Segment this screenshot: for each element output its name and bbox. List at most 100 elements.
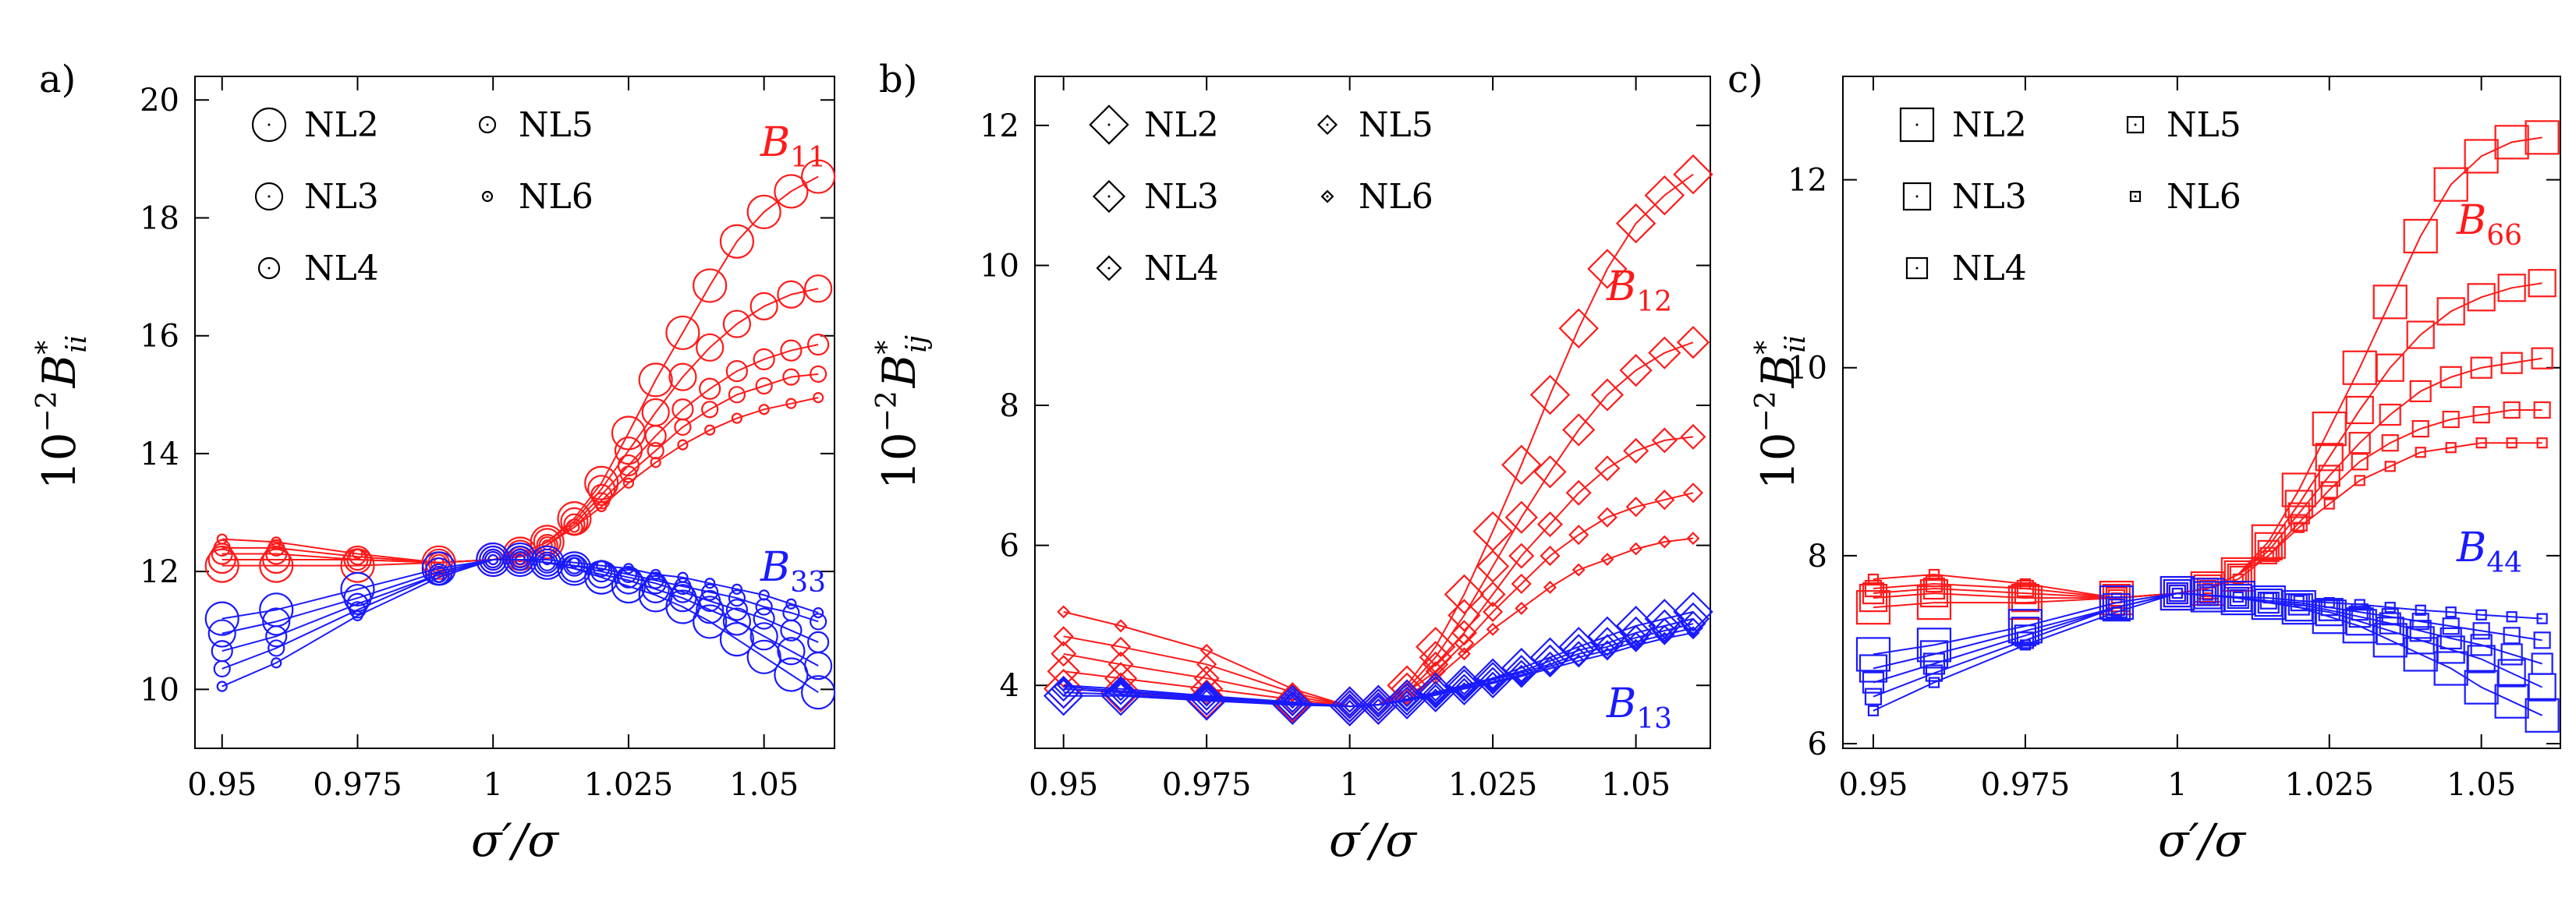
data-point [596,560,608,571]
data-point [2442,410,2460,429]
data-point [1657,631,1671,645]
y-tick-label: 6 [1000,529,1019,564]
data-point [2320,481,2338,499]
x-tick-label: 1.05 [2447,767,2516,803]
data-point [1457,682,1471,696]
data-point [259,548,294,583]
data-point [619,465,638,483]
data-point [1447,599,1481,632]
legend-label: NL4 [304,249,379,288]
data-point [810,613,827,631]
data-point [780,339,803,362]
data-point [731,412,743,424]
data-point [2528,269,2557,298]
series-b33-nl4 [211,548,830,663]
data-point [1565,479,1592,506]
y-label-sup: * [871,341,903,355]
data-point [813,391,824,404]
data-point [2345,607,2374,636]
annotation-base: B [760,119,790,166]
y-label-sup: * [31,341,63,355]
data-point [2440,627,2462,650]
data-point [1568,525,1589,546]
series-line [1063,617,1694,708]
legend-marker-dot [2134,123,2137,126]
data-point [1928,568,1940,581]
data-point [2171,587,2183,599]
plot-frame [1842,76,2561,749]
legend-marker [2129,190,2142,203]
data-point [1648,609,1681,642]
data-point [1590,378,1625,412]
annotation-base: B [2456,197,2486,244]
data-point [755,376,773,395]
y-label-sub: ii [61,335,93,353]
data-point [1111,636,1132,657]
data-point [1600,553,1614,567]
data-point [1916,627,1952,663]
data-point [1533,455,1567,489]
data-point [804,274,833,303]
data-point [1676,326,1710,359]
data-point [1329,686,1370,726]
data-point [1511,573,1532,595]
legend-label: NL5 [2167,105,2241,145]
series-b66-nl6 [1867,437,2548,604]
data-point [1686,532,1700,546]
y-tick-label: 14 [140,437,179,472]
series-line [1873,592,2543,688]
data-point [1387,679,1427,719]
data-point [2262,592,2274,604]
data-point [1196,654,1217,675]
series-line [1873,409,2542,599]
x-tick-label: 0.95 [1838,767,1908,803]
series-line [1063,631,1694,708]
legend-label: NL2 [1952,105,2027,145]
annotation-sub: 33 [790,567,826,599]
legend-marker-dot [1915,195,1919,198]
data-point [647,571,664,589]
series-b33-nl2 [204,542,836,710]
data-point [2011,584,2039,613]
data-point [1673,592,1713,632]
data-point [1644,175,1685,216]
data-point [1571,654,1586,668]
series-line [221,559,819,694]
series-b12-nl4 [1051,423,1706,719]
data-point [704,424,716,436]
data-point [2312,411,2347,447]
data-point [569,521,580,533]
x-tick-label: 0.975 [1981,767,2071,803]
data-point [2415,604,2426,616]
data-point [758,404,770,415]
data-point [2503,401,2521,419]
series-b44-nl3 [1858,578,2557,702]
data-point [1543,662,1557,676]
data-point [1451,673,1477,700]
data-point [1864,688,1883,705]
data-point [2262,550,2274,561]
data-point [596,500,608,513]
data-point [622,563,635,574]
data-point [1394,686,1420,712]
data-point [1682,483,1704,504]
legend-marker [254,182,284,211]
data-point [1337,693,1363,719]
legend-marker [1902,182,1932,211]
data-point [2411,613,2429,631]
data-point [2284,490,2313,518]
y-axis-label: 10−2B*ij [871,335,933,490]
y-tick-label: 8 [1808,539,1827,574]
legend-marker-dot [268,267,271,270]
data-point [2384,461,2396,472]
data-point [2290,514,2308,532]
data-point [349,601,367,619]
data-point [2259,546,2277,564]
x-tick-label: 1 [2167,767,2187,803]
data-point [665,315,700,351]
data-point [1047,655,1080,688]
data-point [207,545,236,574]
data-point [1114,682,1128,696]
legend-label: NL5 [1359,105,1433,145]
series-annotation: B33 [760,544,826,599]
